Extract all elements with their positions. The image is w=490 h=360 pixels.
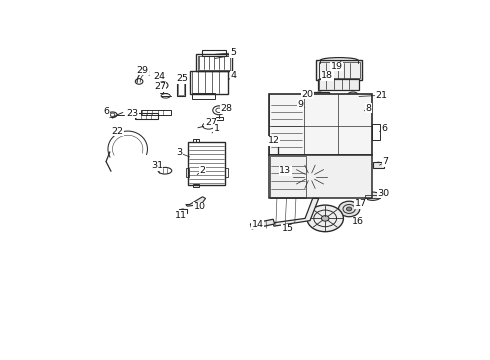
- Bar: [194, 139, 199, 142]
- Polygon shape: [186, 197, 206, 206]
- Text: 3: 3: [177, 148, 183, 157]
- Bar: [216, 117, 223, 120]
- Bar: [365, 194, 380, 198]
- Text: 2: 2: [199, 166, 205, 175]
- Text: 28: 28: [220, 104, 232, 113]
- Bar: [192, 93, 215, 99]
- Ellipse shape: [321, 216, 329, 221]
- Ellipse shape: [160, 84, 166, 87]
- Text: 23: 23: [126, 109, 139, 118]
- Text: 31: 31: [151, 161, 163, 170]
- Text: 10: 10: [194, 202, 206, 211]
- Bar: [270, 156, 306, 198]
- Bar: [202, 50, 226, 56]
- Bar: [317, 60, 362, 80]
- Ellipse shape: [307, 205, 343, 232]
- Ellipse shape: [347, 92, 359, 101]
- Text: 24: 24: [153, 72, 165, 81]
- Bar: [194, 184, 199, 187]
- Polygon shape: [250, 219, 275, 229]
- Bar: [196, 54, 232, 71]
- Text: 20: 20: [301, 90, 313, 99]
- Ellipse shape: [339, 201, 360, 217]
- Bar: [178, 79, 184, 95]
- Text: 7: 7: [383, 157, 389, 166]
- Polygon shape: [273, 198, 318, 226]
- Bar: [318, 62, 360, 78]
- Bar: [135, 113, 158, 120]
- Ellipse shape: [281, 156, 339, 198]
- Text: 16: 16: [352, 217, 364, 226]
- Ellipse shape: [304, 173, 316, 181]
- Text: 21: 21: [376, 91, 388, 100]
- Bar: [179, 209, 187, 213]
- Text: 25: 25: [177, 74, 189, 83]
- Text: 14: 14: [252, 220, 264, 229]
- Text: 19: 19: [331, 62, 343, 71]
- Text: 27: 27: [205, 118, 217, 127]
- Text: 6: 6: [103, 107, 109, 116]
- Bar: [141, 110, 171, 115]
- Text: 29: 29: [136, 66, 148, 75]
- Bar: [198, 56, 230, 69]
- Text: 5: 5: [230, 48, 236, 57]
- Text: 12: 12: [268, 136, 280, 145]
- Bar: [177, 77, 185, 96]
- Text: 17: 17: [354, 199, 367, 208]
- Text: 4: 4: [231, 71, 237, 80]
- Text: 18: 18: [321, 71, 333, 80]
- Bar: [372, 123, 380, 140]
- Text: 13: 13: [279, 166, 292, 175]
- Text: 30: 30: [377, 189, 390, 198]
- Bar: [310, 92, 329, 100]
- Bar: [318, 79, 359, 90]
- Bar: [190, 71, 228, 94]
- Text: 6: 6: [382, 124, 388, 133]
- Text: 22: 22: [111, 127, 123, 136]
- Text: 1: 1: [214, 124, 220, 133]
- Bar: [225, 168, 228, 177]
- Text: 11: 11: [175, 211, 187, 220]
- Ellipse shape: [317, 94, 322, 98]
- Bar: [270, 156, 372, 198]
- Ellipse shape: [364, 192, 381, 201]
- Text: 9: 9: [297, 100, 303, 109]
- Ellipse shape: [346, 207, 352, 211]
- Text: 15: 15: [282, 224, 294, 233]
- Text: 8: 8: [366, 104, 372, 113]
- Bar: [186, 168, 189, 177]
- Polygon shape: [353, 105, 369, 113]
- Bar: [270, 94, 372, 155]
- Bar: [372, 162, 384, 168]
- Bar: [189, 141, 224, 185]
- Text: 27: 27: [154, 82, 166, 91]
